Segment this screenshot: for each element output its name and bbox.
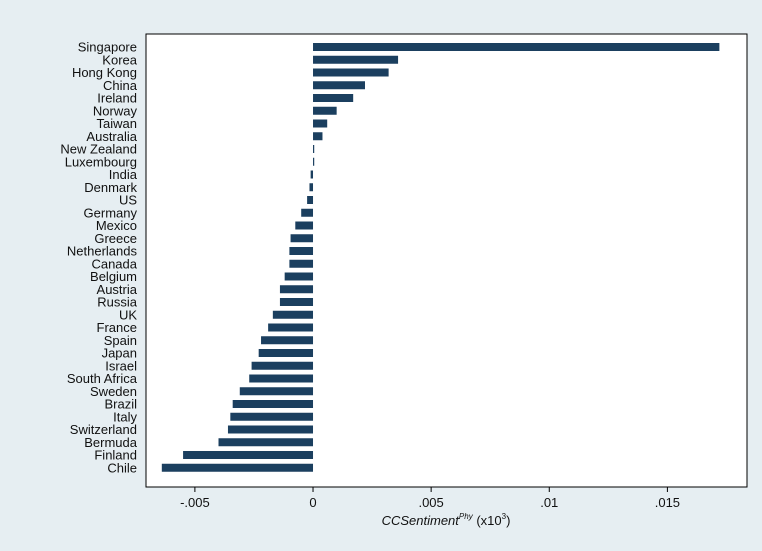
category-label-greece: Greece	[94, 231, 137, 246]
category-label-bermuda: Bermuda	[84, 435, 138, 450]
plot-area	[145, 33, 748, 488]
category-label-russia: Russia	[97, 295, 138, 310]
bar-australia	[313, 132, 323, 141]
category-label-india: India	[109, 167, 138, 182]
bar-chile	[161, 463, 314, 472]
bar-taiwan	[313, 119, 328, 128]
bar-spain	[261, 336, 314, 345]
bar-switzerland	[227, 425, 314, 434]
bar-greece	[290, 234, 314, 243]
bar-austria	[279, 285, 314, 294]
bar-korea	[313, 55, 399, 64]
category-label-denmark: Denmark	[84, 180, 137, 195]
bar-italy	[230, 412, 314, 421]
category-label-netherlands: Netherlands	[67, 244, 138, 259]
bar-luxembourg	[313, 157, 315, 166]
x-axis-title-suffix-superscript: 3	[502, 512, 507, 521]
bars-layer	[161, 43, 720, 472]
category-label-israel: Israel	[105, 358, 137, 373]
bar-finland	[183, 451, 314, 459]
category-label-australia: Australia	[86, 129, 137, 144]
category-label-germany: Germany	[84, 205, 138, 220]
bar-russia	[279, 298, 314, 306]
bar-us	[307, 196, 314, 204]
category-label-japan: Japan	[102, 346, 137, 361]
bar-sweden	[239, 387, 314, 396]
category-label-sweden: Sweden	[90, 384, 137, 399]
bar-bermuda	[218, 438, 314, 447]
category-label-chile: Chile	[107, 460, 137, 475]
category-label-france: France	[97, 320, 137, 335]
bar-germany	[301, 208, 314, 217]
bar-south-africa	[249, 374, 314, 383]
category-label-hong-kong: Hong Kong	[72, 65, 137, 80]
category-label-canada: Canada	[91, 256, 137, 271]
bar-uk	[272, 310, 314, 319]
category-label-belgium: Belgium	[90, 269, 137, 284]
bar-norway	[313, 106, 337, 115]
bar-singapore	[313, 43, 720, 51]
category-label-italy: Italy	[113, 409, 137, 424]
category-label-taiwan: Taiwan	[97, 116, 137, 131]
bar-brazil	[232, 400, 314, 408]
category-label-luxembourg: Luxembourg	[65, 154, 137, 169]
bar-canada	[289, 259, 314, 268]
x-axis-ticks: -.005 0 .005 .01 .015	[180, 487, 680, 510]
category-label-ireland: Ireland	[97, 91, 137, 106]
bar-netherlands	[289, 247, 314, 255]
x-axis-title-suffix-end: )	[506, 513, 510, 528]
x-axis-title-suffix: (x10	[473, 513, 502, 528]
category-label-china: China	[103, 78, 138, 93]
bar-israel	[251, 361, 314, 370]
bar-denmark	[309, 183, 314, 192]
x-axis-title-superscript: Phy	[459, 512, 474, 521]
category-label-us: US	[119, 193, 137, 208]
category-label-spain: Spain	[104, 333, 137, 348]
category-label-norway: Norway	[93, 103, 138, 118]
category-label-mexico: Mexico	[96, 218, 137, 233]
category-label-singapore: Singapore	[78, 40, 137, 55]
category-label-korea: Korea	[102, 52, 137, 67]
bar-ireland	[313, 94, 354, 102]
category-label-brazil: Brazil	[104, 397, 137, 412]
category-label-austria: Austria	[97, 282, 138, 297]
x-tick-label: .005	[418, 495, 443, 510]
category-label-south-africa: South Africa	[67, 371, 138, 386]
category-label-new-zealand: New Zealand	[60, 142, 137, 157]
bar-new-zealand	[313, 145, 315, 153]
x-axis-title: CCSentimentPhy (x103)	[382, 512, 511, 528]
x-tick-label: -.005	[180, 495, 210, 510]
bar-mexico	[295, 221, 314, 230]
category-label-uk: UK	[119, 307, 137, 322]
x-tick-label: .01	[540, 495, 558, 510]
category-label-switzerland: Switzerland	[70, 422, 137, 437]
bar-belgium	[284, 272, 314, 281]
x-axis-title-main: CCSentiment	[382, 513, 461, 528]
bar-japan	[258, 349, 314, 357]
bar-china	[313, 81, 365, 90]
x-tick-label: 0	[309, 495, 316, 510]
category-label-finland: Finland	[94, 448, 137, 463]
bar-india	[310, 170, 314, 179]
bar-hong-kong	[313, 68, 389, 77]
bar-france	[268, 323, 314, 332]
x-tick-label: .015	[655, 495, 680, 510]
